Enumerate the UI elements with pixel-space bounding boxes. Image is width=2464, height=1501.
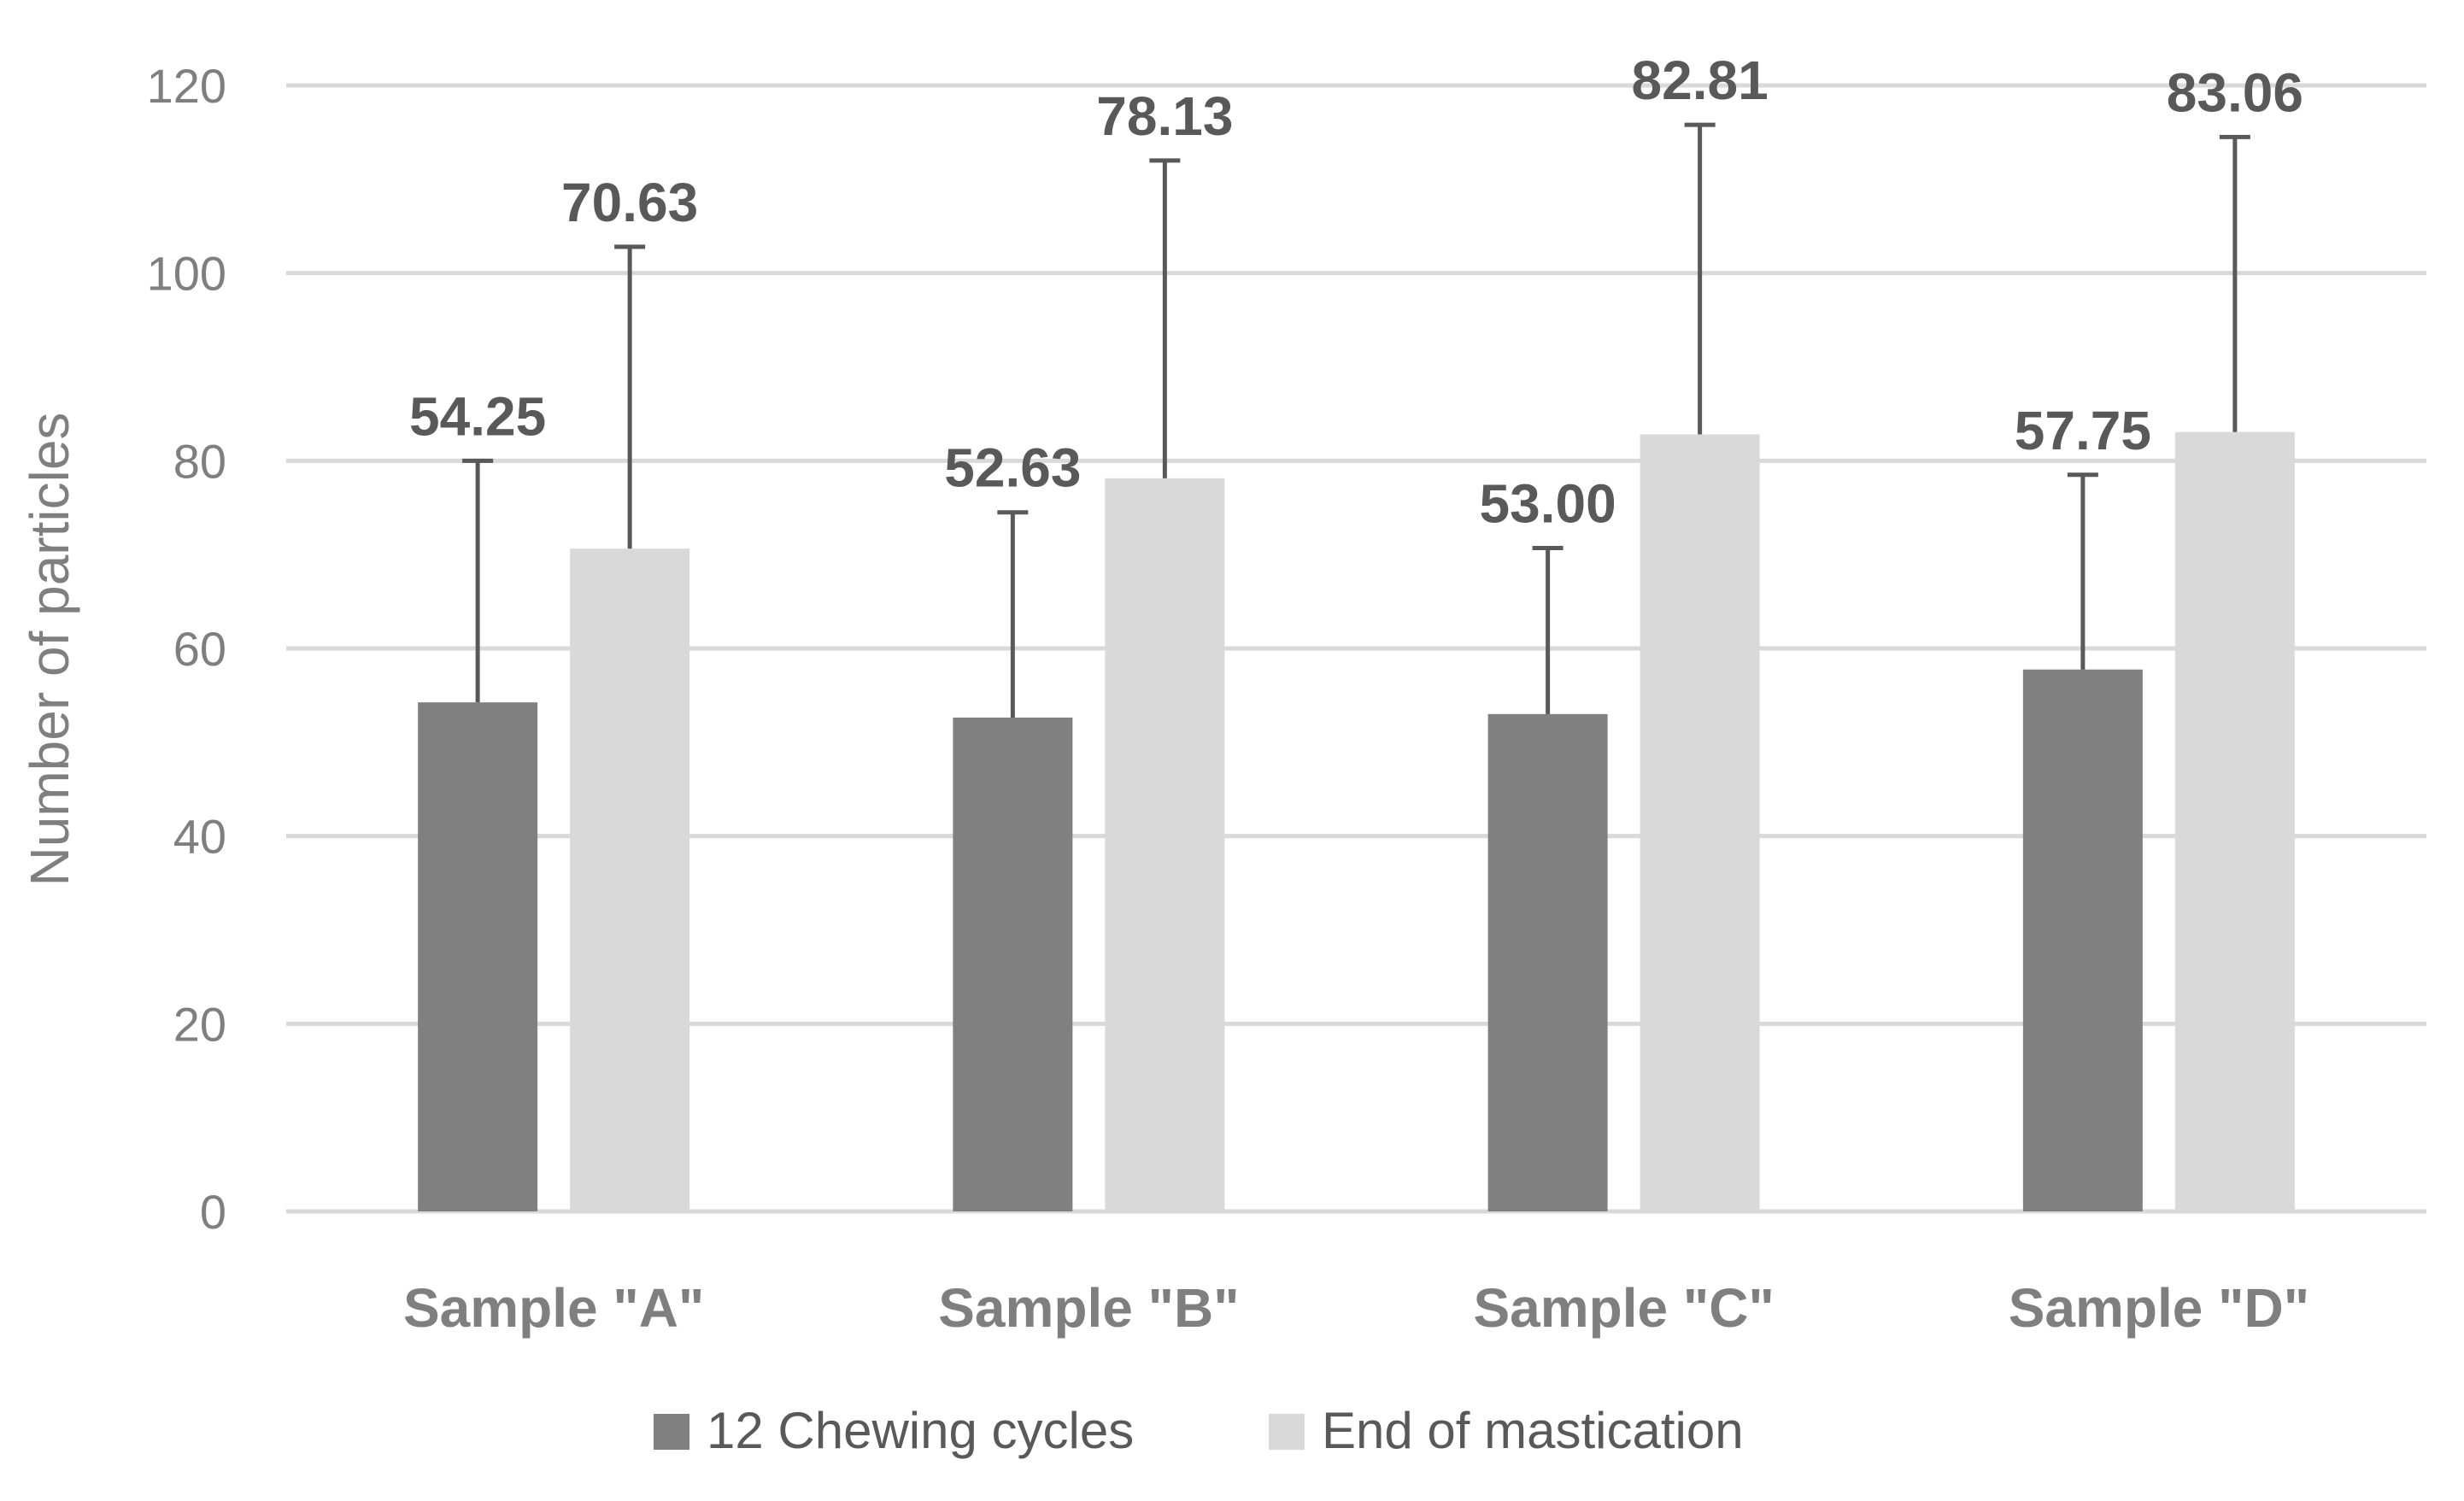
bars bbox=[418, 431, 2295, 1211]
bar bbox=[418, 702, 538, 1211]
y-axis-label: Number of particles bbox=[19, 413, 80, 887]
y-tick-label: 40 bbox=[173, 810, 226, 864]
legend: 12 Chewing cycles End of mastication bbox=[654, 1402, 1744, 1459]
bar bbox=[1105, 478, 1225, 1211]
data-label: 83.06 bbox=[2167, 62, 2303, 123]
y-tick-label: 0 bbox=[200, 1185, 226, 1239]
legend-swatch bbox=[654, 1414, 689, 1450]
bar bbox=[953, 717, 1073, 1211]
legend-label: 12 Chewing cycles bbox=[707, 1402, 1134, 1459]
data-label: 82.81 bbox=[1632, 50, 1769, 111]
data-label: 53.00 bbox=[1480, 472, 1616, 534]
y-tick-label: 80 bbox=[173, 434, 226, 488]
y-tick-label: 100 bbox=[147, 247, 226, 301]
category-label: Sample "A" bbox=[403, 1277, 704, 1339]
bar bbox=[2174, 431, 2295, 1211]
bar bbox=[2022, 669, 2143, 1211]
category-label: Sample "B" bbox=[938, 1277, 1239, 1339]
data-label: 57.75 bbox=[2015, 400, 2151, 461]
bar bbox=[1487, 713, 1608, 1211]
data-label: 78.13 bbox=[1096, 85, 1233, 147]
category-label: Sample "C" bbox=[1473, 1277, 1774, 1339]
data-label: 70.63 bbox=[561, 172, 698, 233]
data-label: 54.25 bbox=[409, 385, 546, 447]
category-label: Sample "D" bbox=[2009, 1277, 2309, 1339]
bar bbox=[1640, 434, 1760, 1211]
category-labels: Sample "A" Sample "B" Sample "C" Sample "D" bbox=[403, 1277, 2309, 1339]
data-label: 52.63 bbox=[944, 437, 1081, 499]
y-tick-label: 60 bbox=[173, 622, 226, 676]
legend-swatch bbox=[1269, 1414, 1305, 1450]
y-tick-label: 120 bbox=[147, 59, 226, 113]
legend-label: End of mastication bbox=[1322, 1402, 1744, 1459]
y-axis-ticks: 0 20 40 60 80 100 120 bbox=[147, 59, 226, 1239]
y-tick-label: 20 bbox=[173, 997, 226, 1051]
error-bars bbox=[462, 122, 2250, 718]
bar bbox=[570, 548, 690, 1211]
data-labels: 54.25 70.63 52.63 78.13 53.00 82.81 57.75 83.06 bbox=[409, 50, 2303, 534]
